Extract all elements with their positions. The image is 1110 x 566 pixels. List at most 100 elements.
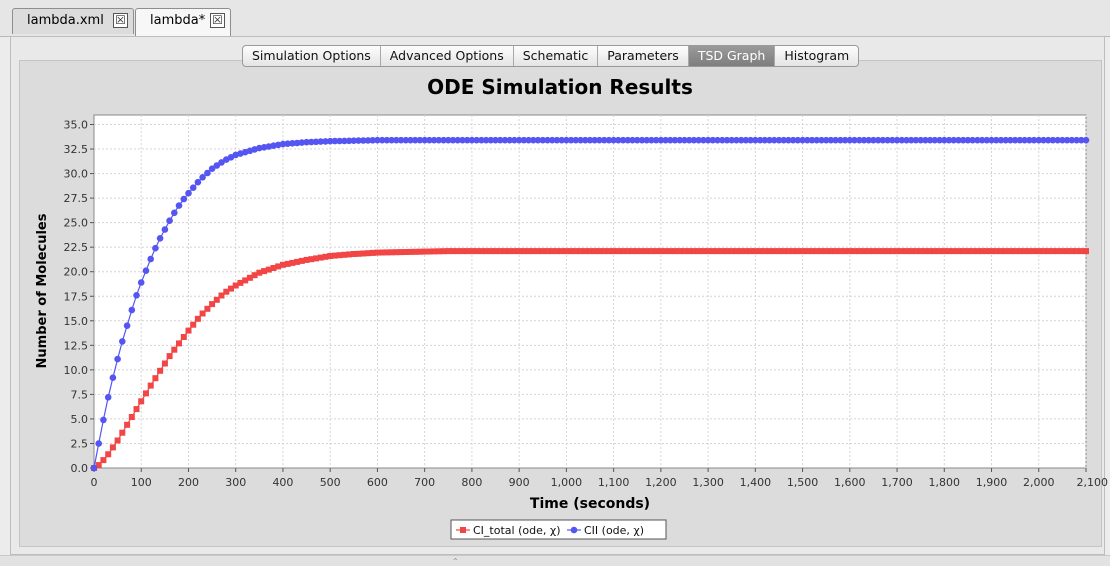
data-point: [719, 136, 726, 144]
x-tick-label: 1,700: [881, 476, 913, 489]
data-point: [907, 136, 915, 144]
x-tick-label: 600: [367, 476, 388, 489]
data-point: [1068, 248, 1075, 255]
data-point: [223, 288, 230, 295]
data-point: [894, 248, 900, 255]
data-point: [912, 136, 920, 144]
data-point: [1035, 136, 1043, 144]
data-point: [445, 248, 452, 255]
data-point: [596, 136, 603, 144]
data-point: [728, 136, 735, 144]
data-point: [1002, 248, 1009, 255]
data-point: [516, 248, 523, 255]
data-point: [530, 248, 537, 255]
data-point: [553, 248, 560, 255]
data-point: [719, 248, 726, 255]
data-point: [1035, 248, 1042, 255]
data-point: [705, 248, 712, 255]
data-point: [284, 260, 291, 267]
data-point: [336, 252, 343, 259]
data-point: [350, 251, 357, 257]
data-point: [104, 394, 112, 401]
close-icon[interactable]: ☒: [210, 13, 225, 28]
data-point: [1059, 136, 1066, 144]
tab-simulation-options[interactable]: Simulation Options: [243, 46, 381, 66]
data-point: [402, 249, 409, 255]
data-point: [874, 136, 882, 144]
data-point: [346, 251, 353, 258]
data-point: [1002, 136, 1009, 144]
data-point: [624, 136, 632, 144]
data-point: [856, 248, 863, 255]
data-point: [681, 248, 688, 255]
data-point: [166, 217, 173, 224]
data-point: [416, 248, 423, 255]
data-point: [615, 136, 622, 144]
file-tab-lambda[interactable]: lambda* ☒: [135, 8, 231, 36]
tab-parameters[interactable]: Parameters: [598, 46, 689, 66]
data-point: [1073, 248, 1080, 255]
data-point: [407, 136, 414, 144]
data-point: [209, 301, 216, 308]
data-point: [520, 248, 527, 255]
series-ci-total: [91, 248, 1089, 471]
legend: CI_total (ode, χ) CII (ode, χ): [450, 519, 667, 540]
close-icon[interactable]: ☒: [113, 13, 128, 28]
data-point: [128, 306, 136, 314]
data-point: [653, 248, 660, 255]
data-point: [808, 136, 816, 144]
data-point: [511, 136, 518, 144]
data-point: [577, 136, 584, 144]
data-point: [435, 136, 443, 144]
file-tab-bar: lambda.xml ☒ lambda* ☒: [0, 0, 1110, 37]
data-point: [780, 248, 787, 255]
tab-histogram[interactable]: Histogram: [784, 48, 850, 63]
data-point: [355, 137, 362, 144]
x-tick-label: 400: [272, 476, 293, 489]
data-point: [331, 137, 339, 145]
data-point: [138, 398, 145, 405]
data-point: [246, 274, 253, 281]
data-point: [298, 139, 306, 146]
data-point: [742, 248, 749, 255]
data-point: [506, 136, 513, 144]
data-point: [577, 248, 584, 255]
data-point: [714, 248, 721, 255]
data-point: [676, 248, 683, 255]
legend-item: CII (ode, χ): [567, 524, 644, 537]
data-point: [747, 136, 754, 144]
data-point: [341, 137, 348, 145]
data-point: [345, 137, 353, 145]
y-tick-label: 35.0: [64, 119, 89, 132]
data-point: [955, 136, 962, 144]
data-point: [1026, 136, 1033, 144]
data-point: [114, 355, 121, 363]
data-point: [917, 248, 924, 255]
data-point: [889, 136, 896, 144]
resize-grip-icon[interactable]: ⌃: [452, 557, 459, 566]
data-point: [620, 248, 627, 255]
data-point: [809, 248, 815, 255]
data-point: [369, 249, 376, 256]
data-point: [652, 136, 660, 144]
data-point: [1016, 248, 1023, 255]
data-point: [846, 248, 853, 255]
data-point: [194, 178, 202, 186]
tab-advanced-options[interactable]: Advanced Options: [381, 46, 514, 66]
data-point: [931, 136, 939, 144]
data-point: [1021, 248, 1028, 255]
data-point: [974, 248, 981, 255]
data-point: [747, 248, 754, 255]
data-point: [780, 136, 787, 144]
tab-tsd-graph[interactable]: TSD Graph: [688, 46, 776, 66]
data-point: [421, 248, 428, 255]
data-point: [917, 136, 924, 144]
file-tab-lambda-xml[interactable]: lambda.xml ☒: [12, 8, 134, 34]
tab-schematic[interactable]: Schematic: [514, 46, 599, 66]
data-point: [383, 136, 391, 144]
data-point: [502, 248, 508, 255]
data-point: [591, 136, 598, 144]
data-point: [671, 136, 679, 144]
data-point: [232, 282, 239, 289]
data-point: [865, 248, 872, 255]
